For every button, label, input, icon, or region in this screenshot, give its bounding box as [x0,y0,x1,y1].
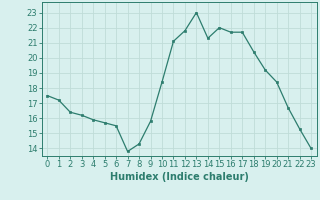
X-axis label: Humidex (Indice chaleur): Humidex (Indice chaleur) [110,172,249,182]
